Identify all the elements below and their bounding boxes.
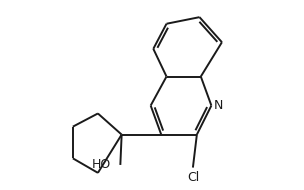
- Text: N: N: [213, 99, 223, 112]
- Text: HO: HO: [92, 158, 112, 171]
- Text: Cl: Cl: [187, 171, 199, 184]
